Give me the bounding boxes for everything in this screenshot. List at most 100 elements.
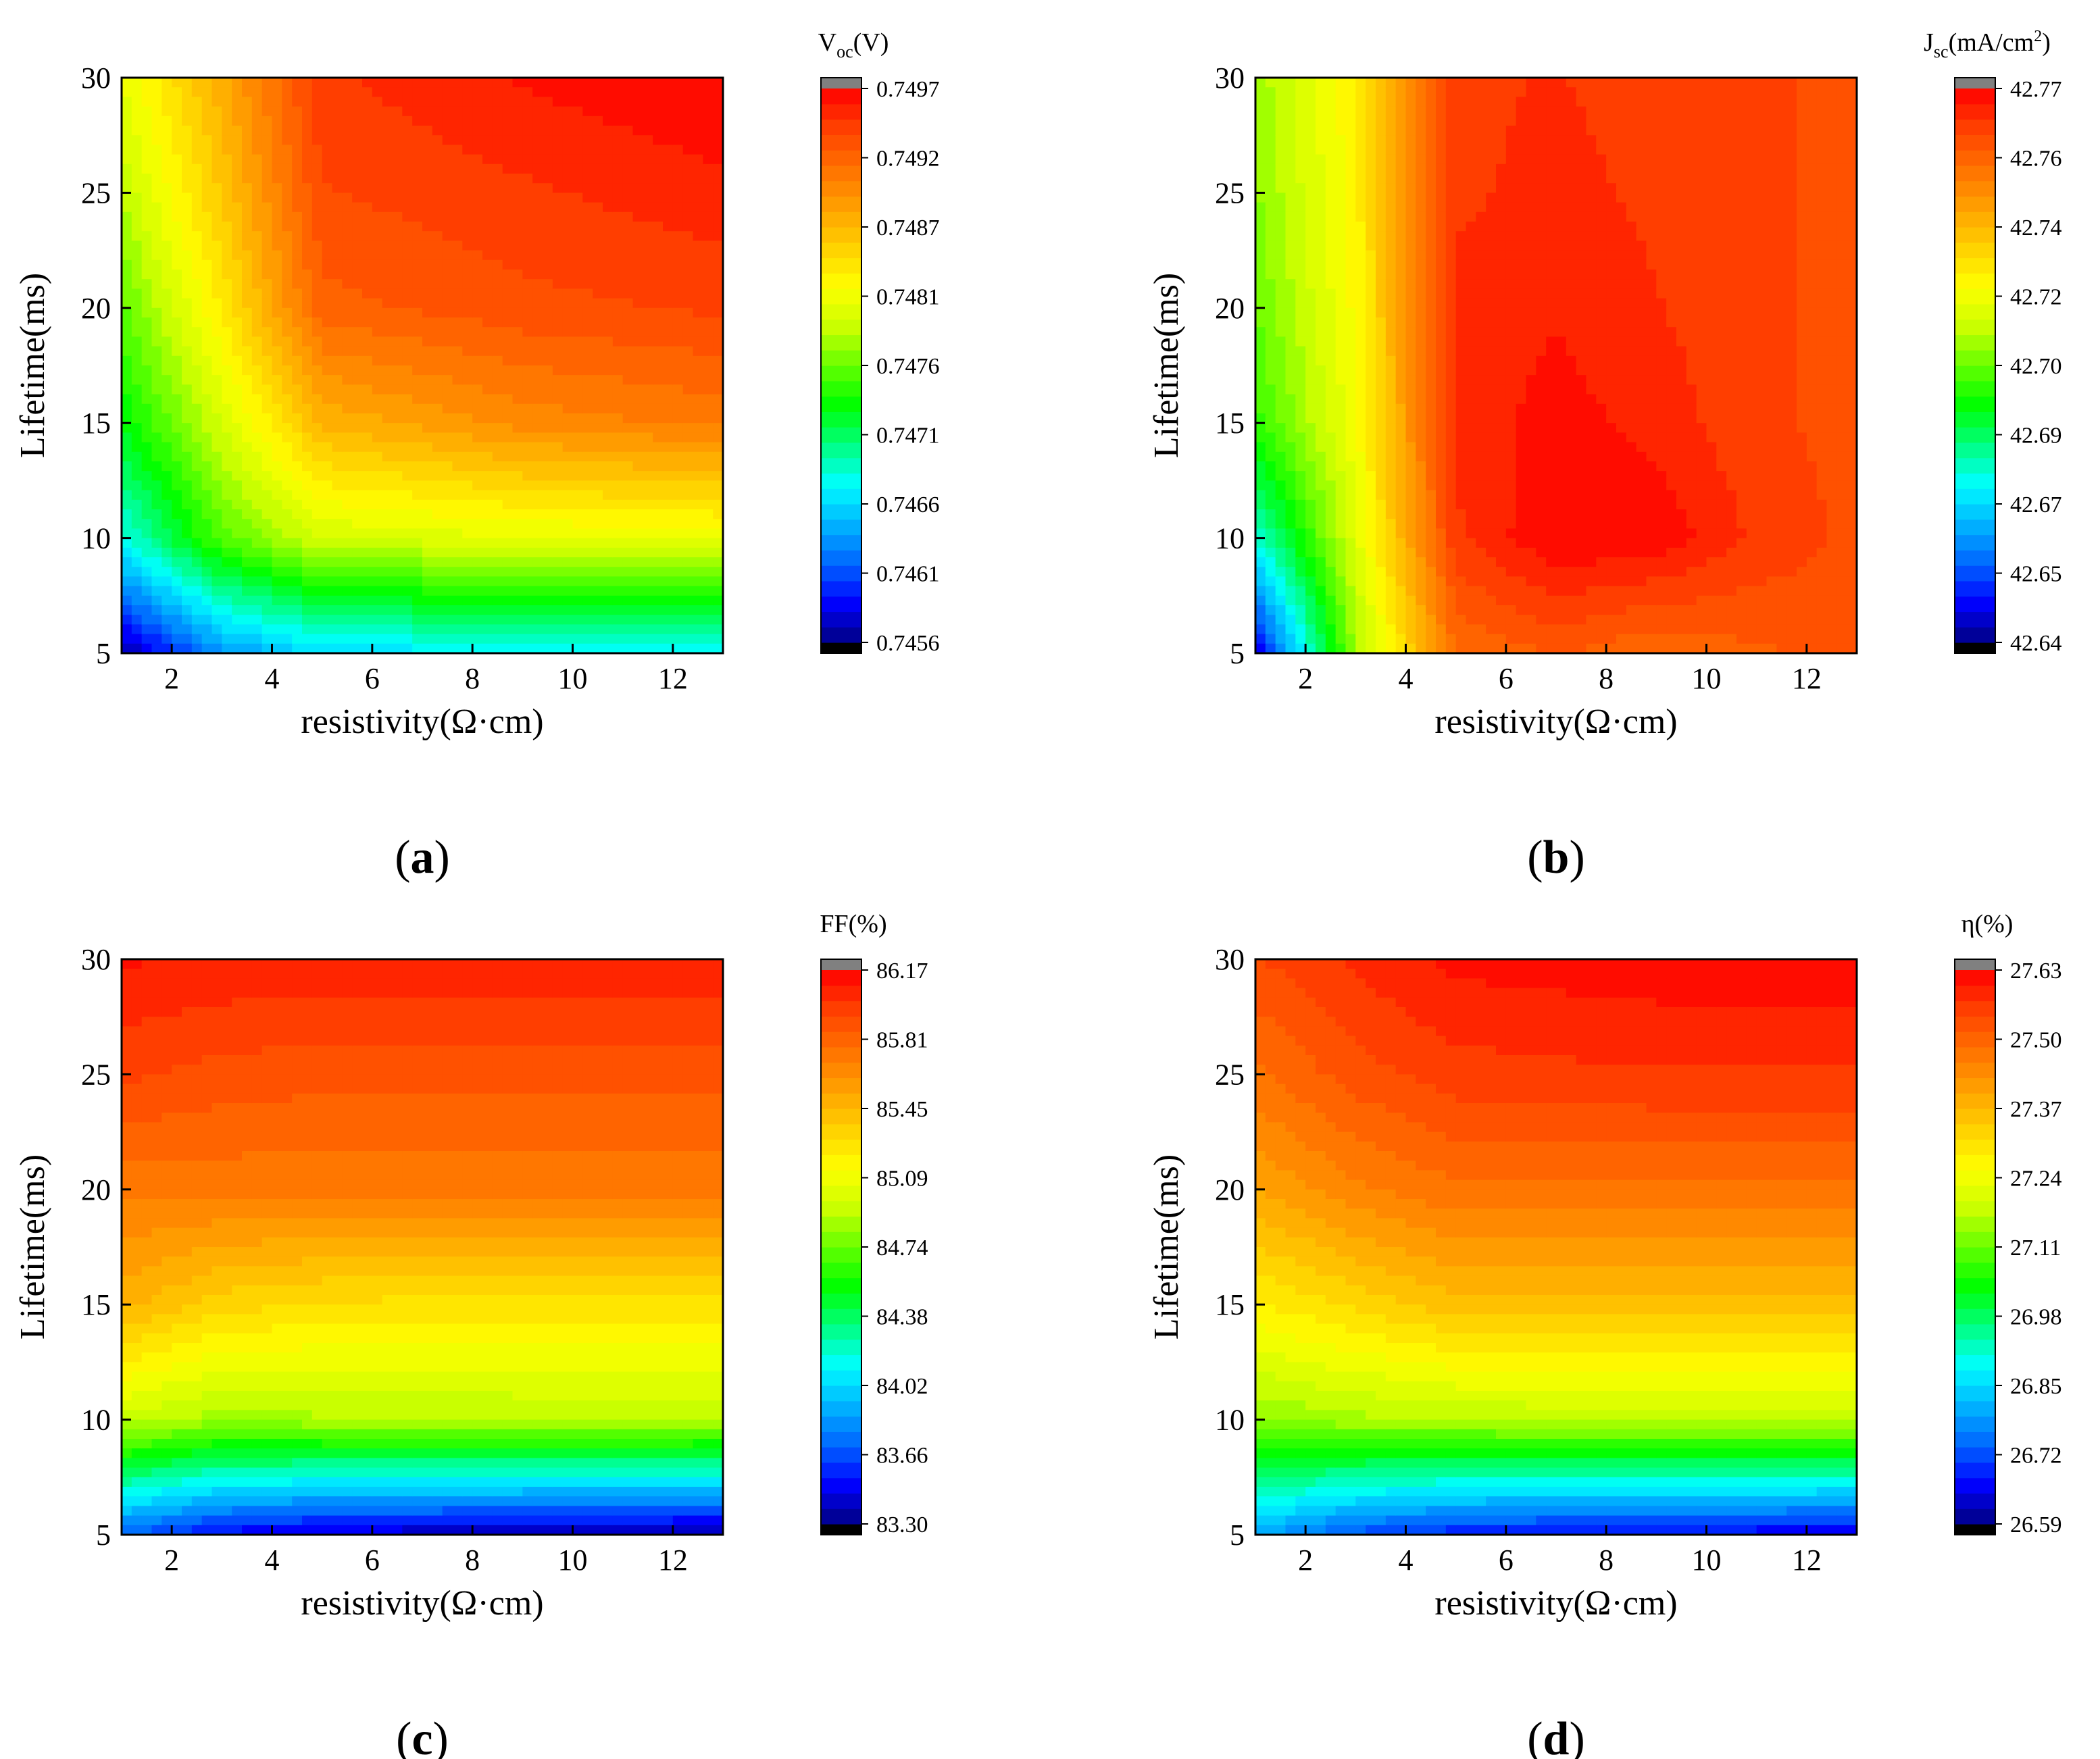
contour-cell	[201, 509, 213, 519]
contour-cell	[1355, 317, 1366, 328]
contour-cell	[572, 78, 583, 88]
contour-cell	[1466, 480, 1476, 491]
contour-cell	[672, 499, 684, 510]
contour-cell	[693, 375, 703, 385]
contour-cell	[342, 193, 353, 203]
contour-cell	[1436, 384, 1447, 395]
contour-cell	[562, 327, 574, 337]
contour-cell	[292, 567, 303, 577]
contour-cell	[172, 624, 182, 635]
contour-cell	[1316, 231, 1326, 241]
contour-cell	[442, 211, 453, 222]
contour-cell	[222, 624, 232, 635]
contour-cell	[643, 528, 653, 539]
contour-cell	[603, 202, 614, 213]
contour-cell	[1426, 509, 1436, 519]
contour-cell	[251, 288, 263, 299]
contour-cell	[663, 442, 674, 453]
contour-cell	[282, 270, 293, 280]
contour-cell	[1335, 270, 1347, 280]
contour-cell	[562, 163, 574, 174]
contour-cell	[402, 403, 413, 414]
contour-cell	[713, 394, 724, 405]
contour-cell	[191, 643, 203, 654]
contour-cell	[292, 346, 303, 357]
contour-cell	[362, 375, 373, 385]
contour-cell	[311, 624, 323, 635]
contour-cell	[1265, 423, 1276, 433]
contour-cell	[232, 432, 243, 443]
contour-cell	[392, 174, 403, 184]
contour-cell	[222, 576, 232, 587]
contour-cell	[122, 183, 132, 193]
contour-cell	[362, 576, 373, 587]
contour-cell	[512, 432, 523, 443]
colorbar-band	[821, 565, 861, 582]
contour-cell	[622, 317, 634, 328]
contour-cell	[643, 384, 653, 395]
contour-cell	[552, 451, 564, 462]
contour-cell	[532, 586, 543, 596]
contour-cell	[653, 480, 664, 491]
contour-cell	[562, 288, 574, 299]
contour-cell	[632, 288, 643, 299]
contour-cell	[1265, 519, 1276, 529]
contour-cell	[1385, 327, 1397, 337]
contour-cell	[182, 222, 193, 232]
contour-cell	[191, 250, 203, 261]
contour-cell	[572, 595, 583, 606]
contour-cell	[603, 586, 614, 596]
contour-cell	[322, 183, 333, 193]
contour-cell	[612, 442, 624, 453]
contour-cell	[432, 250, 443, 261]
contour-cell	[1426, 174, 1436, 184]
contour-cell	[141, 643, 153, 654]
contour-cell	[191, 471, 203, 481]
contour-cell	[1455, 403, 1467, 414]
contour-cell	[412, 106, 423, 117]
contour-cell	[492, 298, 503, 309]
contour-cell	[151, 442, 162, 453]
contour-cell	[713, 78, 724, 88]
contour-cell	[1295, 605, 1306, 615]
contour-cell	[512, 174, 523, 184]
contour-cell	[562, 432, 574, 443]
contour-cell	[1265, 346, 1276, 357]
contour-cell	[1265, 567, 1276, 577]
contour-cell	[182, 317, 193, 328]
contour-cell	[653, 499, 664, 510]
contour-cell	[1255, 384, 1266, 395]
contour-cell	[182, 442, 193, 453]
contour-cell	[261, 336, 273, 347]
contour-cell	[311, 413, 323, 424]
contour-cell	[122, 471, 132, 481]
contour-cell	[222, 557, 232, 567]
contour-cell	[211, 106, 222, 117]
contour-cell	[302, 471, 313, 481]
contour-cell	[1345, 403, 1356, 414]
contour-cell	[562, 490, 574, 501]
contour-cell	[1305, 250, 1316, 261]
contour-cell	[122, 346, 132, 357]
contour-cell	[1316, 307, 1326, 318]
contour-cell	[332, 116, 343, 126]
contour-cell	[612, 183, 624, 193]
contour-cell	[612, 413, 624, 424]
contour-cell	[582, 317, 593, 328]
contour-cell	[1325, 403, 1336, 414]
contour-cell	[172, 615, 182, 625]
contour-cell	[342, 384, 353, 395]
contour-cell	[242, 78, 253, 88]
contour-cell	[342, 480, 353, 491]
contour-cell	[282, 183, 293, 193]
contour-cell	[682, 586, 694, 596]
contour-cell	[512, 471, 523, 481]
contour-cell	[552, 231, 564, 241]
contour-cell	[543, 298, 553, 309]
contour-cell	[1275, 327, 1286, 337]
contour-cell	[222, 634, 232, 644]
contour-cell	[1305, 519, 1316, 529]
contour-cell	[1366, 87, 1376, 97]
contour-cell	[603, 605, 614, 615]
